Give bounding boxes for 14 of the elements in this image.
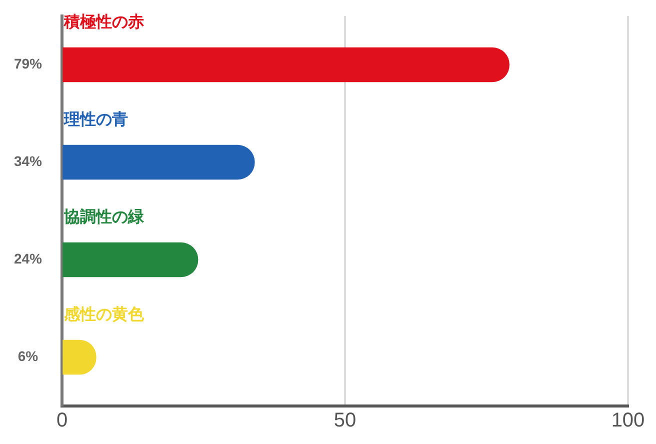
y-tick-label: 協調性の緑 <box>63 206 145 226</box>
data-label: 34% <box>14 153 43 170</box>
bar <box>62 47 510 82</box>
y-tick-label: 感性の黄色 <box>63 304 145 324</box>
y-tick-label: 理性の青 <box>63 109 128 128</box>
y-tick-label: 積極性の赤 <box>63 12 144 31</box>
x-tick-label: 100 <box>611 410 645 432</box>
x-tick-label: 50 <box>334 410 356 432</box>
bar <box>62 144 255 180</box>
data-label: 6% <box>18 348 39 364</box>
x-tick-label: 0 <box>56 410 68 432</box>
bar <box>62 242 198 278</box>
data-label: 24% <box>14 250 43 267</box>
data-label: 79% <box>14 56 43 72</box>
